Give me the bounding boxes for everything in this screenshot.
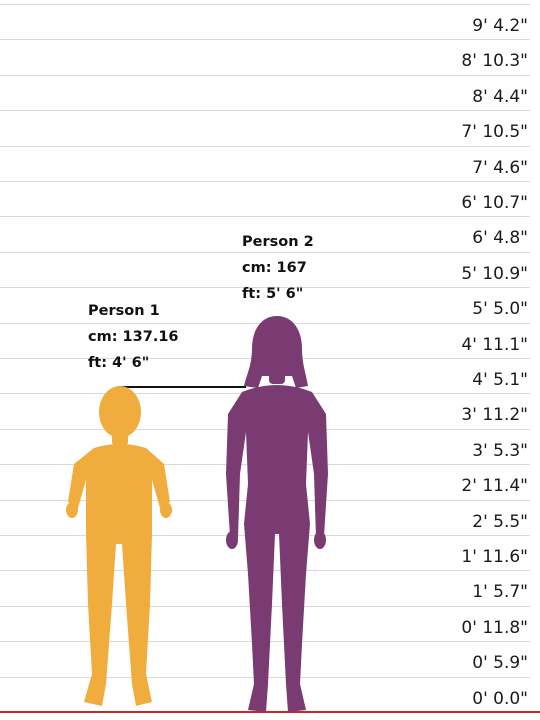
ruler-tick-label: 1' 11.6" [461, 547, 528, 567]
person-1-ft: ft: 4' 6" [88, 355, 150, 371]
ruler-tick-label: 9' 4.2" [472, 16, 528, 36]
child-silhouette-icon [66, 386, 172, 706]
gridline [0, 181, 530, 182]
person-1-figure[interactable] [66, 384, 174, 720]
gridline [0, 251, 530, 253]
ruler-tick-label: 3' 5.3" [472, 440, 528, 461]
gridline [0, 74, 530, 76]
ruler-tick-label: 0' 11.8" [461, 617, 528, 638]
gridline [0, 4, 530, 5]
person-2-name: Person 2 [242, 234, 314, 250]
gridline [0, 287, 530, 289]
ruler-tick-label: 6' 4.8" [472, 228, 528, 249]
ruler-tick-label: 4' 5.1" [472, 370, 528, 390]
person-2-label: Person 2 cm: 167 ft: 5' 6" [242, 229, 314, 307]
ruler-tick-label: 8' 10.3" [461, 51, 528, 72]
ruler-tick-label: 5' 5.0" [472, 299, 528, 320]
ruler-tick-label: 6' 10.7" [461, 193, 528, 213]
ruler-tick-label: 2' 11.4" [461, 476, 528, 497]
ruler-tick-label: 4' 11.1" [461, 334, 528, 355]
ruler-tick-label: 5' 10.9" [461, 263, 528, 284]
gridline [0, 110, 530, 112]
person-2-figure[interactable] [222, 314, 332, 720]
ruler-tick-label: 2' 5.5" [472, 511, 528, 532]
person-1-cm: cm: 137.16 [88, 329, 179, 345]
ruler-tick-label: 7' 4.6" [472, 157, 528, 178]
person-1-label: Person 1 cm: 137.16 ft: 4' 6" [88, 298, 179, 376]
person-1-height-marker [118, 386, 246, 388]
ruler-tick-label: 7' 10.5" [461, 122, 528, 143]
woman-silhouette-icon [226, 316, 328, 712]
person-1-name: Person 1 [88, 303, 160, 319]
person-2-ft: ft: 5' 6" [242, 286, 304, 302]
ruler-tick-label: 0' 0.0" [472, 688, 528, 709]
ruler-tick-label: 3' 11.2" [461, 405, 528, 426]
ruler-tick-label: 1' 5.7" [472, 582, 528, 603]
gridline [0, 39, 530, 41]
gridline [0, 216, 530, 218]
ruler-tick-label: 0' 5.9" [472, 653, 528, 674]
ruler-tick-label: 8' 4.4" [472, 86, 528, 107]
gridline [0, 145, 530, 147]
ground-baseline [0, 711, 540, 713]
person-2-cm: cm: 167 [242, 260, 307, 276]
